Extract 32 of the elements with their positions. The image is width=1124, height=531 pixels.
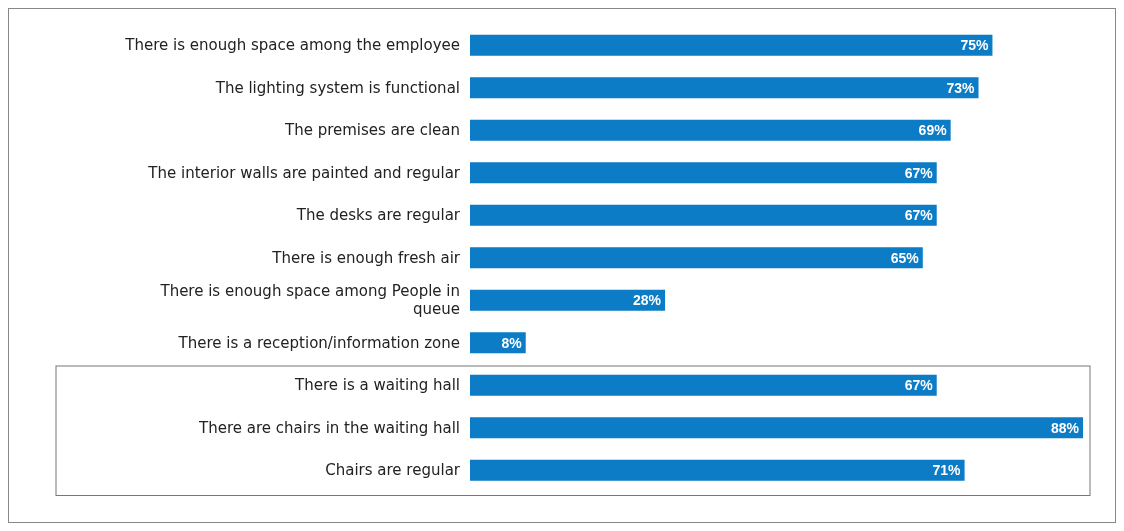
data-label: 73% [946, 79, 976, 96]
bar [470, 204, 937, 226]
y-tick-label: The premises are clean [283, 121, 460, 140]
bar [470, 417, 1083, 439]
bar [470, 289, 666, 311]
bar [470, 459, 965, 481]
y-tick-label: There is enough fresh air [271, 248, 461, 267]
y-tick-label: The desks are regular [295, 206, 461, 225]
y-tick-label: There is enough space among People in queue [159, 282, 460, 319]
y-tick-label: There are chairs in the waiting hall [198, 418, 460, 437]
data-label: 67% [904, 164, 934, 181]
data-label: 8% [501, 334, 523, 351]
data-label: 67% [904, 377, 934, 394]
y-tick-label: There is enough space among the employee [124, 36, 460, 55]
bar [470, 77, 979, 99]
y-tick-label: The lighting system is functional [214, 78, 460, 97]
data-label: 88% [1050, 419, 1080, 436]
data-label: 28% [633, 292, 662, 309]
bar [470, 119, 951, 141]
y-tick-label: The interior walls are painted and regular [147, 163, 461, 182]
bar [470, 34, 993, 56]
data-label: 75% [960, 37, 989, 54]
bar [470, 247, 923, 269]
data-label: 65% [890, 249, 920, 266]
data-label: 69% [918, 122, 948, 139]
y-tick-label: There is a waiting hall [294, 376, 460, 395]
bar [470, 374, 937, 396]
y-tick-label: There is a reception/information zone [177, 333, 460, 352]
data-label: 67% [904, 207, 934, 224]
bar [470, 162, 937, 184]
y-tick-label: Chairs are regular [325, 461, 461, 480]
data-label: 71% [932, 462, 962, 479]
